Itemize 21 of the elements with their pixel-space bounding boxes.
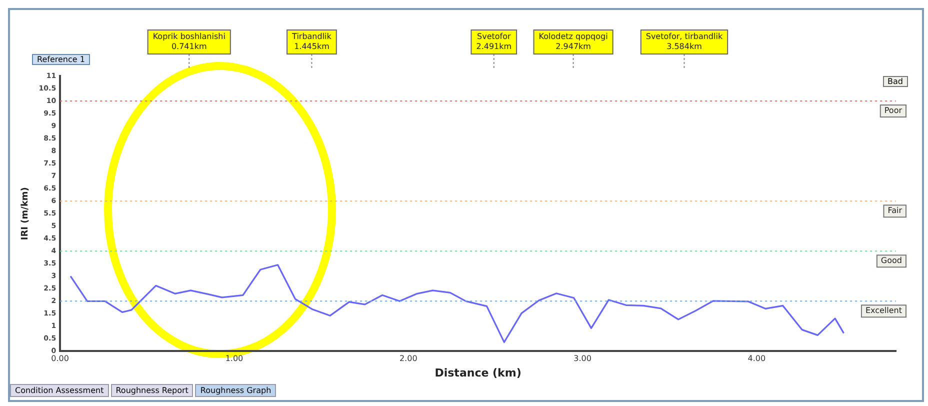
x-tick-label: 1.00 — [225, 354, 244, 364]
x-axis-title: Distance (km) — [434, 366, 522, 380]
y-axis-title: IRI (m/km) — [20, 187, 31, 240]
ref-line-label: Excellent — [865, 306, 902, 316]
text: Roughness Graph — [195, 384, 276, 397]
annotation: Bad — [882, 76, 908, 87]
x-tick-label: 0.00 — [51, 354, 69, 364]
ref-line-label: Kolodetz qopqogi 2.947km — [538, 32, 608, 52]
text: Roughness Report — [110, 384, 194, 397]
x-tick-label: 2.00 — [399, 354, 418, 364]
x-tick-label: 3.00 — [574, 354, 592, 364]
ref-line-label: Koprik boshlanishi 0.741km — [152, 32, 226, 52]
x-tick-label: 4.00 — [748, 354, 766, 364]
ref-line-label: Svetofor 2.491km — [476, 32, 512, 52]
text: Condition Assessment — [10, 384, 109, 397]
ref-line-label: Tirbandlik 1.445km — [291, 32, 332, 52]
ref-line-label: Good — [880, 256, 902, 266]
text: Reference 1 — [32, 54, 90, 65]
ref-line-label: Svetofor, tirbandlik 3.584km — [646, 32, 723, 52]
ref-line-label: Fair — [888, 206, 903, 216]
ref-line-label: Poor — [884, 106, 903, 116]
